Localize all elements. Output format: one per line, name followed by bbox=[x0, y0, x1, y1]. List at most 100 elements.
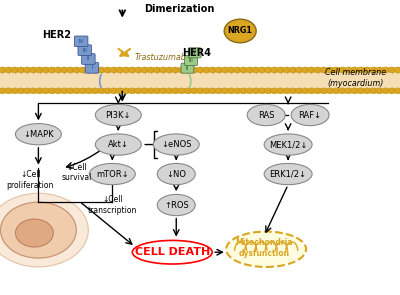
Text: ↓Cell
transcription: ↓Cell transcription bbox=[88, 195, 137, 215]
FancyBboxPatch shape bbox=[78, 45, 92, 55]
Circle shape bbox=[202, 67, 210, 73]
Circle shape bbox=[178, 88, 186, 94]
Circle shape bbox=[289, 67, 297, 73]
Circle shape bbox=[276, 88, 284, 94]
Bar bbox=[0, 68, 400, 72]
Circle shape bbox=[215, 88, 223, 94]
Circle shape bbox=[16, 219, 53, 247]
Circle shape bbox=[116, 67, 124, 73]
Circle shape bbox=[79, 67, 87, 73]
Text: IV: IV bbox=[192, 50, 197, 55]
Circle shape bbox=[54, 88, 62, 94]
Text: ↓MAPK: ↓MAPK bbox=[23, 130, 54, 139]
Circle shape bbox=[382, 88, 390, 94]
Circle shape bbox=[276, 67, 284, 73]
Circle shape bbox=[17, 88, 25, 94]
Circle shape bbox=[42, 88, 50, 94]
Circle shape bbox=[85, 67, 93, 73]
Circle shape bbox=[338, 88, 346, 94]
Circle shape bbox=[128, 67, 136, 73]
Text: Cell membrane
(myocardium): Cell membrane (myocardium) bbox=[326, 68, 387, 88]
Circle shape bbox=[308, 88, 316, 94]
Circle shape bbox=[11, 88, 19, 94]
Circle shape bbox=[388, 67, 396, 73]
Circle shape bbox=[363, 67, 371, 73]
FancyBboxPatch shape bbox=[85, 63, 99, 73]
Circle shape bbox=[369, 88, 377, 94]
Text: ↓eNOS: ↓eNOS bbox=[161, 140, 192, 149]
Text: ↑ROS: ↑ROS bbox=[164, 201, 189, 209]
Circle shape bbox=[159, 88, 167, 94]
Ellipse shape bbox=[291, 104, 329, 126]
Circle shape bbox=[326, 88, 334, 94]
Circle shape bbox=[36, 67, 44, 73]
Circle shape bbox=[184, 67, 192, 73]
Circle shape bbox=[357, 67, 365, 73]
FancyBboxPatch shape bbox=[74, 36, 88, 47]
Ellipse shape bbox=[264, 134, 312, 155]
Circle shape bbox=[338, 67, 346, 73]
Circle shape bbox=[190, 88, 198, 94]
Circle shape bbox=[221, 88, 229, 94]
Circle shape bbox=[140, 88, 148, 94]
Circle shape bbox=[11, 67, 19, 73]
Text: Akt↓: Akt↓ bbox=[108, 140, 129, 149]
Circle shape bbox=[215, 67, 223, 73]
Circle shape bbox=[314, 88, 322, 94]
Circle shape bbox=[258, 67, 266, 73]
Ellipse shape bbox=[16, 124, 61, 145]
Circle shape bbox=[128, 88, 136, 94]
Circle shape bbox=[122, 88, 130, 94]
Circle shape bbox=[227, 67, 235, 73]
Text: ↓NO: ↓NO bbox=[166, 170, 186, 178]
Circle shape bbox=[60, 88, 68, 94]
Circle shape bbox=[134, 67, 142, 73]
Text: CELL DEATH: CELL DEATH bbox=[135, 247, 210, 257]
Circle shape bbox=[5, 67, 13, 73]
Circle shape bbox=[351, 88, 359, 94]
Text: PI3K↓: PI3K↓ bbox=[106, 111, 131, 119]
Circle shape bbox=[85, 88, 93, 94]
Circle shape bbox=[320, 88, 328, 94]
Circle shape bbox=[394, 67, 400, 73]
FancyBboxPatch shape bbox=[181, 63, 194, 73]
Text: ↓Cell
survival: ↓Cell survival bbox=[61, 163, 92, 182]
FancyBboxPatch shape bbox=[82, 54, 95, 64]
Text: Trastuzumab: Trastuzumab bbox=[134, 53, 186, 62]
Circle shape bbox=[221, 67, 229, 73]
Circle shape bbox=[227, 88, 235, 94]
Circle shape bbox=[264, 67, 272, 73]
Circle shape bbox=[233, 88, 241, 94]
Circle shape bbox=[196, 67, 204, 73]
Circle shape bbox=[240, 67, 248, 73]
Text: Mitochondria
dysfunction: Mitochondria dysfunction bbox=[235, 238, 293, 258]
Circle shape bbox=[388, 88, 396, 94]
Circle shape bbox=[0, 202, 76, 258]
Circle shape bbox=[332, 67, 340, 73]
Text: ERK1/2↓: ERK1/2↓ bbox=[270, 170, 307, 178]
Circle shape bbox=[270, 67, 278, 73]
Circle shape bbox=[208, 67, 216, 73]
Circle shape bbox=[332, 88, 340, 94]
Circle shape bbox=[382, 67, 390, 73]
Circle shape bbox=[351, 67, 359, 73]
Text: RAF↓: RAF↓ bbox=[298, 111, 322, 119]
Ellipse shape bbox=[95, 104, 141, 126]
Circle shape bbox=[344, 67, 352, 73]
Circle shape bbox=[208, 88, 216, 94]
Circle shape bbox=[295, 88, 303, 94]
Circle shape bbox=[153, 67, 161, 73]
Circle shape bbox=[91, 67, 99, 73]
Circle shape bbox=[0, 67, 6, 73]
Circle shape bbox=[289, 88, 297, 94]
Circle shape bbox=[224, 19, 256, 43]
Circle shape bbox=[0, 88, 6, 94]
Circle shape bbox=[29, 88, 37, 94]
Circle shape bbox=[5, 88, 13, 94]
Ellipse shape bbox=[157, 194, 195, 216]
Text: NRG1: NRG1 bbox=[228, 27, 253, 35]
Circle shape bbox=[184, 88, 192, 94]
Circle shape bbox=[308, 67, 316, 73]
Circle shape bbox=[264, 88, 272, 94]
Text: I: I bbox=[91, 65, 93, 70]
